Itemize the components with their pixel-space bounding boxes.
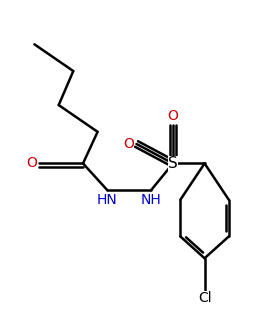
Text: HN: HN: [97, 193, 118, 207]
Text: O: O: [26, 156, 37, 170]
Text: O: O: [168, 109, 179, 123]
Text: Cl: Cl: [198, 291, 211, 305]
Text: S: S: [168, 156, 178, 171]
Text: O: O: [123, 137, 134, 151]
Text: NH: NH: [141, 193, 161, 207]
